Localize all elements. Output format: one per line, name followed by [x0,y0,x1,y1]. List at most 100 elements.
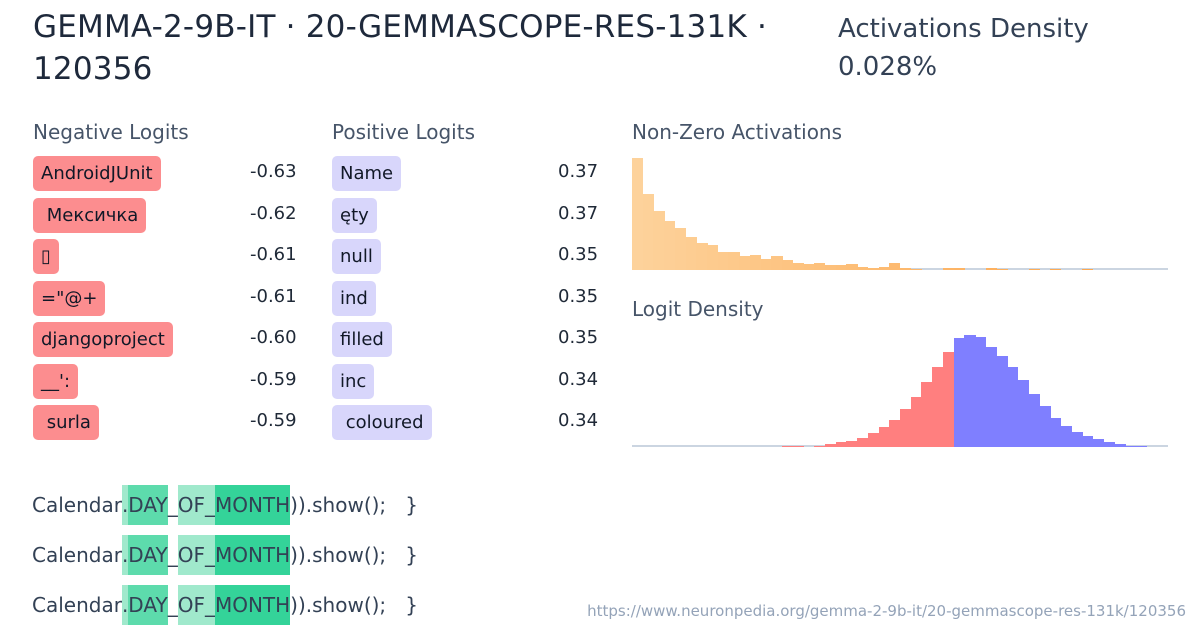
histogram-bar [953,267,965,270]
token: OF [177,585,205,625]
list-item: inc 0.34 [332,363,602,406]
histogram-bar [889,419,901,447]
activation-example: Calendar. DAY _ OF _ MONTH)).show(); } [32,580,418,630]
histogram-bar [771,255,783,270]
histogram-bar [642,194,654,270]
logit-value: 0.37 [558,161,599,182]
list-item: coloured 0.34 [332,405,602,447]
token-chip: __': [33,363,79,399]
token: DAY [128,485,168,525]
histogram-bar [867,267,880,270]
histogram-bar [878,266,890,270]
histogram-bar [1125,445,1137,447]
histogram-bar [932,366,944,447]
list-item: ind 0.35 [332,280,602,323]
histogram-bar [985,267,997,270]
histogram-bar [1135,445,1148,447]
list-item: surla -0.59 [33,405,303,447]
list-item: ęty 0.37 [332,197,602,240]
negative-logits-heading: Negative Logits [33,120,189,144]
token: _ [167,543,178,567]
positive-logits-heading: Positive Logits [332,120,475,144]
histogram-bar [814,262,826,270]
histogram-bar [1028,269,1040,270]
histogram-bar [889,262,901,270]
histogram-bar [782,445,794,447]
token: _ [167,493,178,517]
token-chip: coloured [332,405,432,440]
logit-density-histogram [632,333,1168,447]
non-zero-activations-heading: Non-Zero Activations [632,120,843,144]
histogram-bar [846,440,858,447]
logit-value: 0.37 [558,202,599,224]
histogram-bar [857,266,869,270]
list-item: ▯ -0.61 [33,239,303,281]
token: . [121,485,129,525]
histogram-bar [900,409,912,447]
histogram-bar [824,264,837,270]
histogram-bar [900,267,912,270]
token: Calendar [32,593,122,617]
list-item: Мексичка -0.62 [33,197,303,240]
histogram-bar [1082,436,1094,447]
logit-value: -0.59 [250,410,297,431]
source-url[interactable]: https://www.neuronpedia.org/gemma-2-9b-i… [587,602,1186,620]
histogram-bar [1092,439,1105,447]
histogram-bar [1050,269,1062,270]
token: MONTH [214,585,291,625]
non-zero-activations-histogram [632,156,1168,270]
histogram-bar [1114,443,1126,447]
token: OF [177,485,205,525]
token: _ [167,593,178,617]
histogram-bar [1007,366,1019,447]
logit-density-heading: Logit Density [632,297,764,321]
token: . [121,535,129,575]
histogram-bar [878,427,890,447]
histogram-bar [1060,425,1073,447]
logit-value: -0.60 [250,327,297,348]
histogram-bar [792,262,805,270]
token-chip: ▯ [33,239,59,274]
histogram-bar [867,433,880,447]
histogram-bar [1103,442,1115,447]
histogram-bar [975,336,987,447]
logit-value: 0.34 [558,368,599,390]
list-item: AndroidJUnit -0.63 [33,156,303,198]
list-item: ="@+ -0.61 [33,280,303,323]
histogram-bar [824,443,837,447]
token: DAY [128,535,168,575]
token-chip: surla [33,405,99,440]
token-chip: AndroidJUnit [33,156,161,191]
token: Calendar [32,493,122,517]
histogram-bar [749,254,762,270]
histogram-bar [760,258,772,270]
list-item: djangoproject -0.60 [33,322,303,364]
logit-value: -0.59 [250,368,297,390]
logit-value: 0.34 [558,410,599,431]
logit-value: -0.63 [250,161,297,182]
token: )).show(); } [290,593,418,617]
token: )).show(); } [290,493,418,517]
histogram-bar [985,347,997,447]
token: _ [204,535,215,575]
histogram-bar [674,227,687,270]
histogram-bar [685,236,697,270]
histogram-bar [846,263,858,270]
histogram-bar [739,255,751,270]
logit-value: -0.61 [250,285,297,307]
token: MONTH [214,535,291,575]
histogram-bar [835,264,847,270]
logit-value: 0.35 [558,327,599,348]
token: Calendar [32,543,122,567]
token: . [121,585,129,625]
histogram-bar [664,220,676,270]
histogram-bar [1017,380,1030,447]
histogram-bar [792,445,805,447]
logit-value: 0.35 [558,244,599,265]
token-chip: ind [332,280,376,316]
token: DAY [128,585,168,625]
histogram-bar [857,437,869,447]
histogram-bar [653,211,665,270]
list-item: filled 0.35 [332,322,602,364]
activation-example: Calendar. DAY _ OF _ MONTH)).show(); } [32,480,418,530]
